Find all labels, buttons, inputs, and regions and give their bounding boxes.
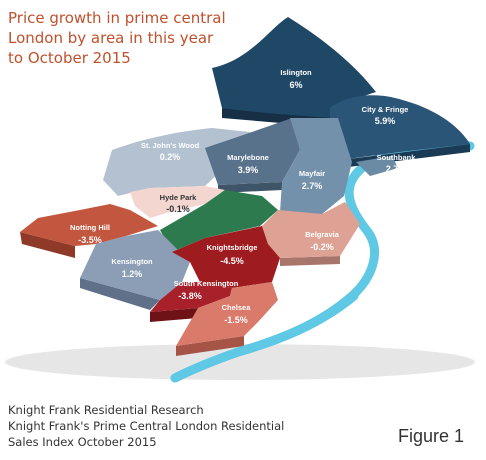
label-marylebone-value: 3.9% xyxy=(238,165,259,175)
area-knightsbridge[interactable]: Knightsbridge -4.5% xyxy=(172,226,280,288)
source-line-1: Knight Frank Residential Research xyxy=(8,403,204,417)
area-kensington-shape xyxy=(80,230,190,300)
area-chelsea-shape xyxy=(176,282,278,346)
hyde-park-green-space xyxy=(160,190,278,252)
area-riverside[interactable]: Riverside 4.3% xyxy=(319,273,353,294)
area-notting-hill-shape xyxy=(20,204,158,246)
title-line-1: Price growth in prime central xyxy=(8,9,226,27)
label-south-kensington-value: -3.8% xyxy=(178,291,202,301)
label-hyde-park-value: -0.1% xyxy=(166,204,190,214)
label-st-johns-wood-name: St. John's Wood xyxy=(141,141,200,150)
area-marylebone-side xyxy=(218,182,282,193)
label-southbank-value: 2.7% xyxy=(386,164,407,174)
title-line-2: London by area in this year xyxy=(8,29,214,47)
area-notting-hill-side xyxy=(20,232,75,258)
label-southbank-name: Southbank xyxy=(377,153,417,162)
label-knightsbridge-value: -4.5% xyxy=(220,256,244,266)
london-area-map: Islington 6% City & Fringe 5.9% Southban… xyxy=(5,17,475,383)
label-hyde-park-name: Hyde Park xyxy=(160,193,198,202)
area-southbank[interactable]: Southbank 2.7% xyxy=(356,153,416,176)
source-line-2: Knight Frank's Prime Central London Resi… xyxy=(8,419,285,433)
label-belgravia-value: -0.2% xyxy=(310,242,334,252)
label-riverside-name: Riverside xyxy=(319,273,353,282)
area-south-kensington[interactable]: South Kensington -3.8% xyxy=(150,279,239,322)
area-hyde-park[interactable]: Hyde Park -0.1% xyxy=(130,186,225,218)
label-knightsbridge-name: Knightsbridge xyxy=(207,243,258,252)
area-city-fringe-shape xyxy=(330,95,470,160)
label-city-fringe-value: 5.9% xyxy=(375,116,396,126)
area-marylebone-shape xyxy=(205,118,300,185)
area-islington-shape xyxy=(212,17,376,118)
label-city-fringe-name: City & Fringe xyxy=(362,105,409,114)
area-kensington[interactable]: Kensington 1.2% xyxy=(80,230,190,310)
area-belgravia[interactable]: Belgravia -0.2% xyxy=(262,202,360,266)
area-knightsbridge-shape xyxy=(172,226,280,288)
label-islington-name: Islington xyxy=(280,68,312,77)
area-southbank-shape xyxy=(356,156,398,176)
label-belgravia-name: Belgravia xyxy=(305,230,340,239)
label-mayfair-name: Mayfair xyxy=(299,169,325,178)
label-kensington-value: 1.2% xyxy=(122,269,143,279)
figure-label: Figure 1 xyxy=(397,426,464,446)
source-note: Knight Frank Residential Research Knight… xyxy=(8,402,284,450)
area-marylebone[interactable]: Marylebone 3.9% xyxy=(205,118,300,193)
area-kensington-side xyxy=(80,278,160,310)
label-kensington-name: Kensington xyxy=(111,257,153,266)
label-islington-value: 6% xyxy=(289,80,302,90)
label-notting-hill-value: -3.5% xyxy=(78,235,102,245)
area-chelsea-side xyxy=(176,336,244,356)
label-chelsea-value: -1.5% xyxy=(224,315,248,325)
label-south-kensington-name: South Kensington xyxy=(174,279,239,288)
area-south-kensington-shape xyxy=(150,282,232,312)
area-belgravia-side xyxy=(280,256,340,266)
area-chelsea[interactable]: Chelsea -1.5% xyxy=(176,282,278,356)
label-riverside-value: 4.3% xyxy=(326,284,347,294)
map-title: Price growth in prime central London by … xyxy=(8,8,248,68)
area-belgravia-shape xyxy=(262,202,360,258)
label-mayfair-value: 2.7% xyxy=(302,181,323,191)
area-notting-hill[interactable]: Notting Hill -3.5% xyxy=(20,204,158,258)
area-south-kensington-side xyxy=(150,308,198,322)
source-line-3: Sales Index October 2015 xyxy=(8,435,157,449)
label-st-johns-wood-value: 0.2% xyxy=(160,152,181,162)
area-mayfair-shape xyxy=(280,118,352,214)
title-line-3: to October 2015 xyxy=(8,49,131,67)
label-notting-hill-name: Notting Hill xyxy=(70,223,110,232)
label-chelsea-name: Chelsea xyxy=(222,303,252,312)
area-hyde-park-shape xyxy=(130,186,225,218)
map-shadow xyxy=(5,344,475,380)
label-marylebone-name: Marylebone xyxy=(227,153,269,162)
river-thames-front xyxy=(170,291,359,383)
